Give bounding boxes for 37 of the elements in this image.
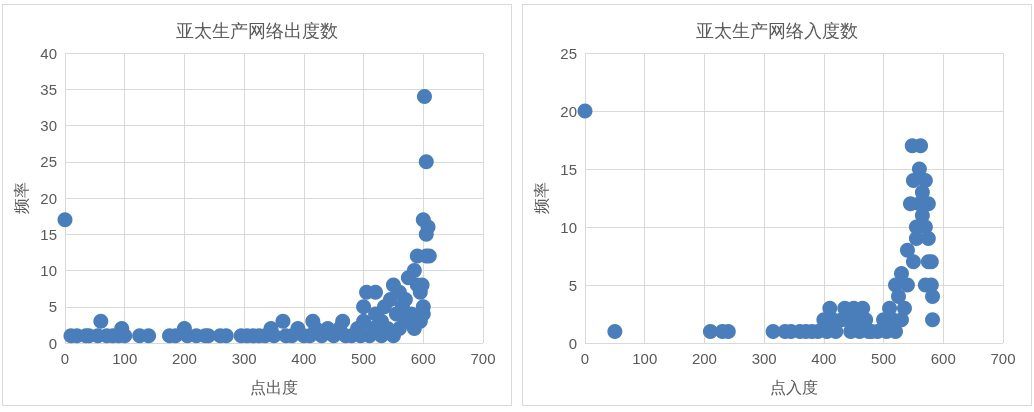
x-tick-label: 200 (171, 350, 197, 367)
y-tick-label: 10 (560, 218, 577, 236)
y-tick-label: 10 (40, 262, 57, 279)
x-tick-label: 600 (930, 350, 956, 367)
chart-title: 亚太生产网络入度数 (696, 21, 858, 41)
y-tick-label: 20 (560, 102, 577, 120)
y-tick-label: 25 (560, 44, 577, 62)
y-axis-title: 频率 (12, 182, 30, 214)
x-tick-label: 300 (751, 350, 777, 367)
x-tick-label: 400 (811, 350, 837, 367)
y-tick-label: 25 (40, 153, 57, 171)
y-tick-label: 5 (568, 276, 577, 294)
x-tick-label: 500 (351, 350, 377, 367)
x-tick-label: 0 (580, 350, 590, 367)
y-tick-label: 40 (40, 44, 57, 62)
x-axis-title: 点出度 (250, 378, 298, 396)
y-tick-label: 30 (40, 117, 57, 134)
x-tick-label: 100 (632, 350, 658, 367)
x-axis-title: 点入度 (770, 378, 818, 396)
y-tick-label: 5 (48, 298, 57, 316)
x-tick-label: 600 (410, 350, 436, 367)
y-tick-label: 20 (40, 189, 57, 207)
x-tick-label: 500 (871, 350, 897, 367)
y-tick-label: 35 (40, 80, 57, 98)
x-tick-label: 700 (470, 350, 496, 367)
x-tick-label: 0 (60, 350, 70, 367)
x-tick-label: 200 (691, 350, 717, 367)
x-tick-label: 700 (990, 350, 1016, 367)
x-tick-label: 300 (231, 350, 257, 367)
y-tick-label: 0 (48, 334, 57, 352)
y-axis-title: 频率 (532, 182, 550, 214)
y-tick-label: 15 (560, 160, 577, 178)
chart-title: 亚太生产网络出度数 (176, 21, 338, 41)
y-tick-label: 0 (568, 334, 577, 352)
x-tick-label: 400 (291, 350, 317, 367)
x-tick-label: 100 (112, 350, 138, 367)
y-tick-label: 15 (40, 225, 57, 243)
